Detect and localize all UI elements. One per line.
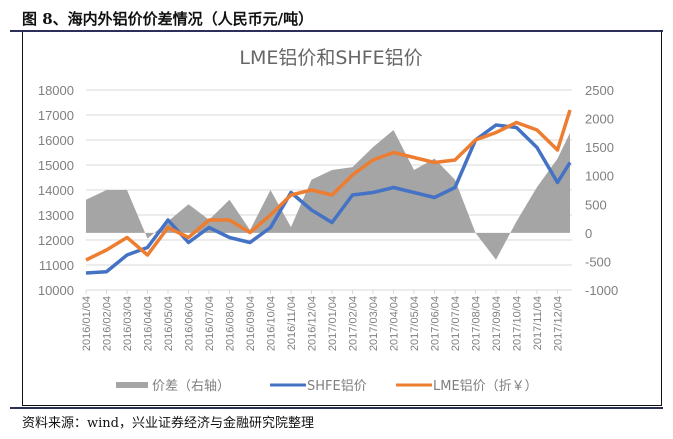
y-left-tick-label: 17000: [38, 108, 74, 123]
legend-label-lme: LME铝价（折￥）: [433, 379, 538, 394]
x-tick-label: 2016/08/04: [225, 296, 237, 351]
legend-swatch-spread: [116, 382, 148, 388]
figure-title: 图 8、海内外铝价价差情况（人民币元/吨）: [22, 10, 314, 28]
y-right-tick-label: 2000: [585, 112, 614, 127]
source-note: 资料来源：wind，兴业证券经济与金融研究院整理: [22, 416, 314, 431]
y-right-tick-label: 0: [585, 226, 592, 241]
x-tick-label: 2016/06/04: [184, 296, 196, 351]
x-tick-label: 2017/09/04: [491, 296, 503, 351]
legend-swatch-shfe: [270, 383, 306, 387]
x-tick-label: 2016/05/04: [163, 296, 175, 351]
x-tick-label: 2017/03/04: [368, 296, 380, 351]
x-tick-label: 2016/04/04: [143, 296, 155, 351]
x-tick-label: 2016/01/04: [81, 296, 93, 351]
y-left-tick-label: 13000: [38, 208, 74, 223]
y-right-tick-label: -500: [585, 254, 611, 269]
y-left-tick-label: 11000: [39, 258, 74, 273]
x-tick-label: 2017/01/04: [327, 296, 339, 351]
bottom-rule: [10, 407, 663, 409]
x-tick-label: 2017/02/04: [348, 296, 360, 351]
y-right-tick-label: -1000: [585, 283, 618, 298]
y-left-tick-label: 16000: [38, 133, 74, 148]
legend-label-shfe: SHFE铝价: [307, 379, 367, 394]
x-tick-label: 2016/07/04: [204, 296, 216, 351]
y-right-tick-label: 500: [585, 197, 607, 212]
y-left-tick-label: 14000: [38, 183, 74, 198]
legend-label-spread: 价差（右轴）: [152, 379, 230, 394]
x-tick-label: 2017/10/04: [512, 296, 524, 351]
x-tick-label: 2017/11/04: [532, 296, 544, 350]
x-tick-label: 2016/02/04: [102, 296, 114, 351]
y-left-tick-label: 15000: [38, 158, 74, 173]
y-right-tick-label: 1000: [585, 169, 614, 184]
legend: 价差（右轴） SHFE铝价 LME铝价（折￥）: [116, 379, 538, 394]
x-tick-label: 2016/12/04: [307, 296, 319, 351]
y-right-tick-label: 2500: [585, 83, 614, 98]
x-tick-label: 2017/05/04: [409, 296, 421, 351]
y-left-tick-label: 12000: [38, 233, 74, 248]
x-tick-label: 2017/07/04: [450, 296, 462, 351]
y-right-tick-label: 1500: [585, 140, 614, 155]
x-tick-label: 2016/03/04: [122, 296, 134, 351]
chart-frame: [22, 32, 662, 406]
legend-swatch-lme: [396, 383, 432, 387]
x-tick-label: 2017/06/04: [430, 296, 442, 351]
x-tick-label: 2017/08/04: [471, 296, 483, 351]
x-tick-label: 2016/10/04: [266, 296, 278, 351]
chart-title: LME铝价和SHFE铝价: [239, 47, 422, 69]
x-tick-label: 2017/12/04: [553, 296, 565, 351]
x-tick-label: 2016/11/04: [286, 296, 298, 350]
x-tick-label: 2017/04/04: [389, 296, 401, 351]
y-left-tick-label: 10000: [38, 283, 74, 298]
top-rule: [10, 30, 663, 32]
y-left-tick-label: 18000: [38, 83, 74, 98]
x-tick-label: 2016/09/04: [245, 296, 257, 351]
